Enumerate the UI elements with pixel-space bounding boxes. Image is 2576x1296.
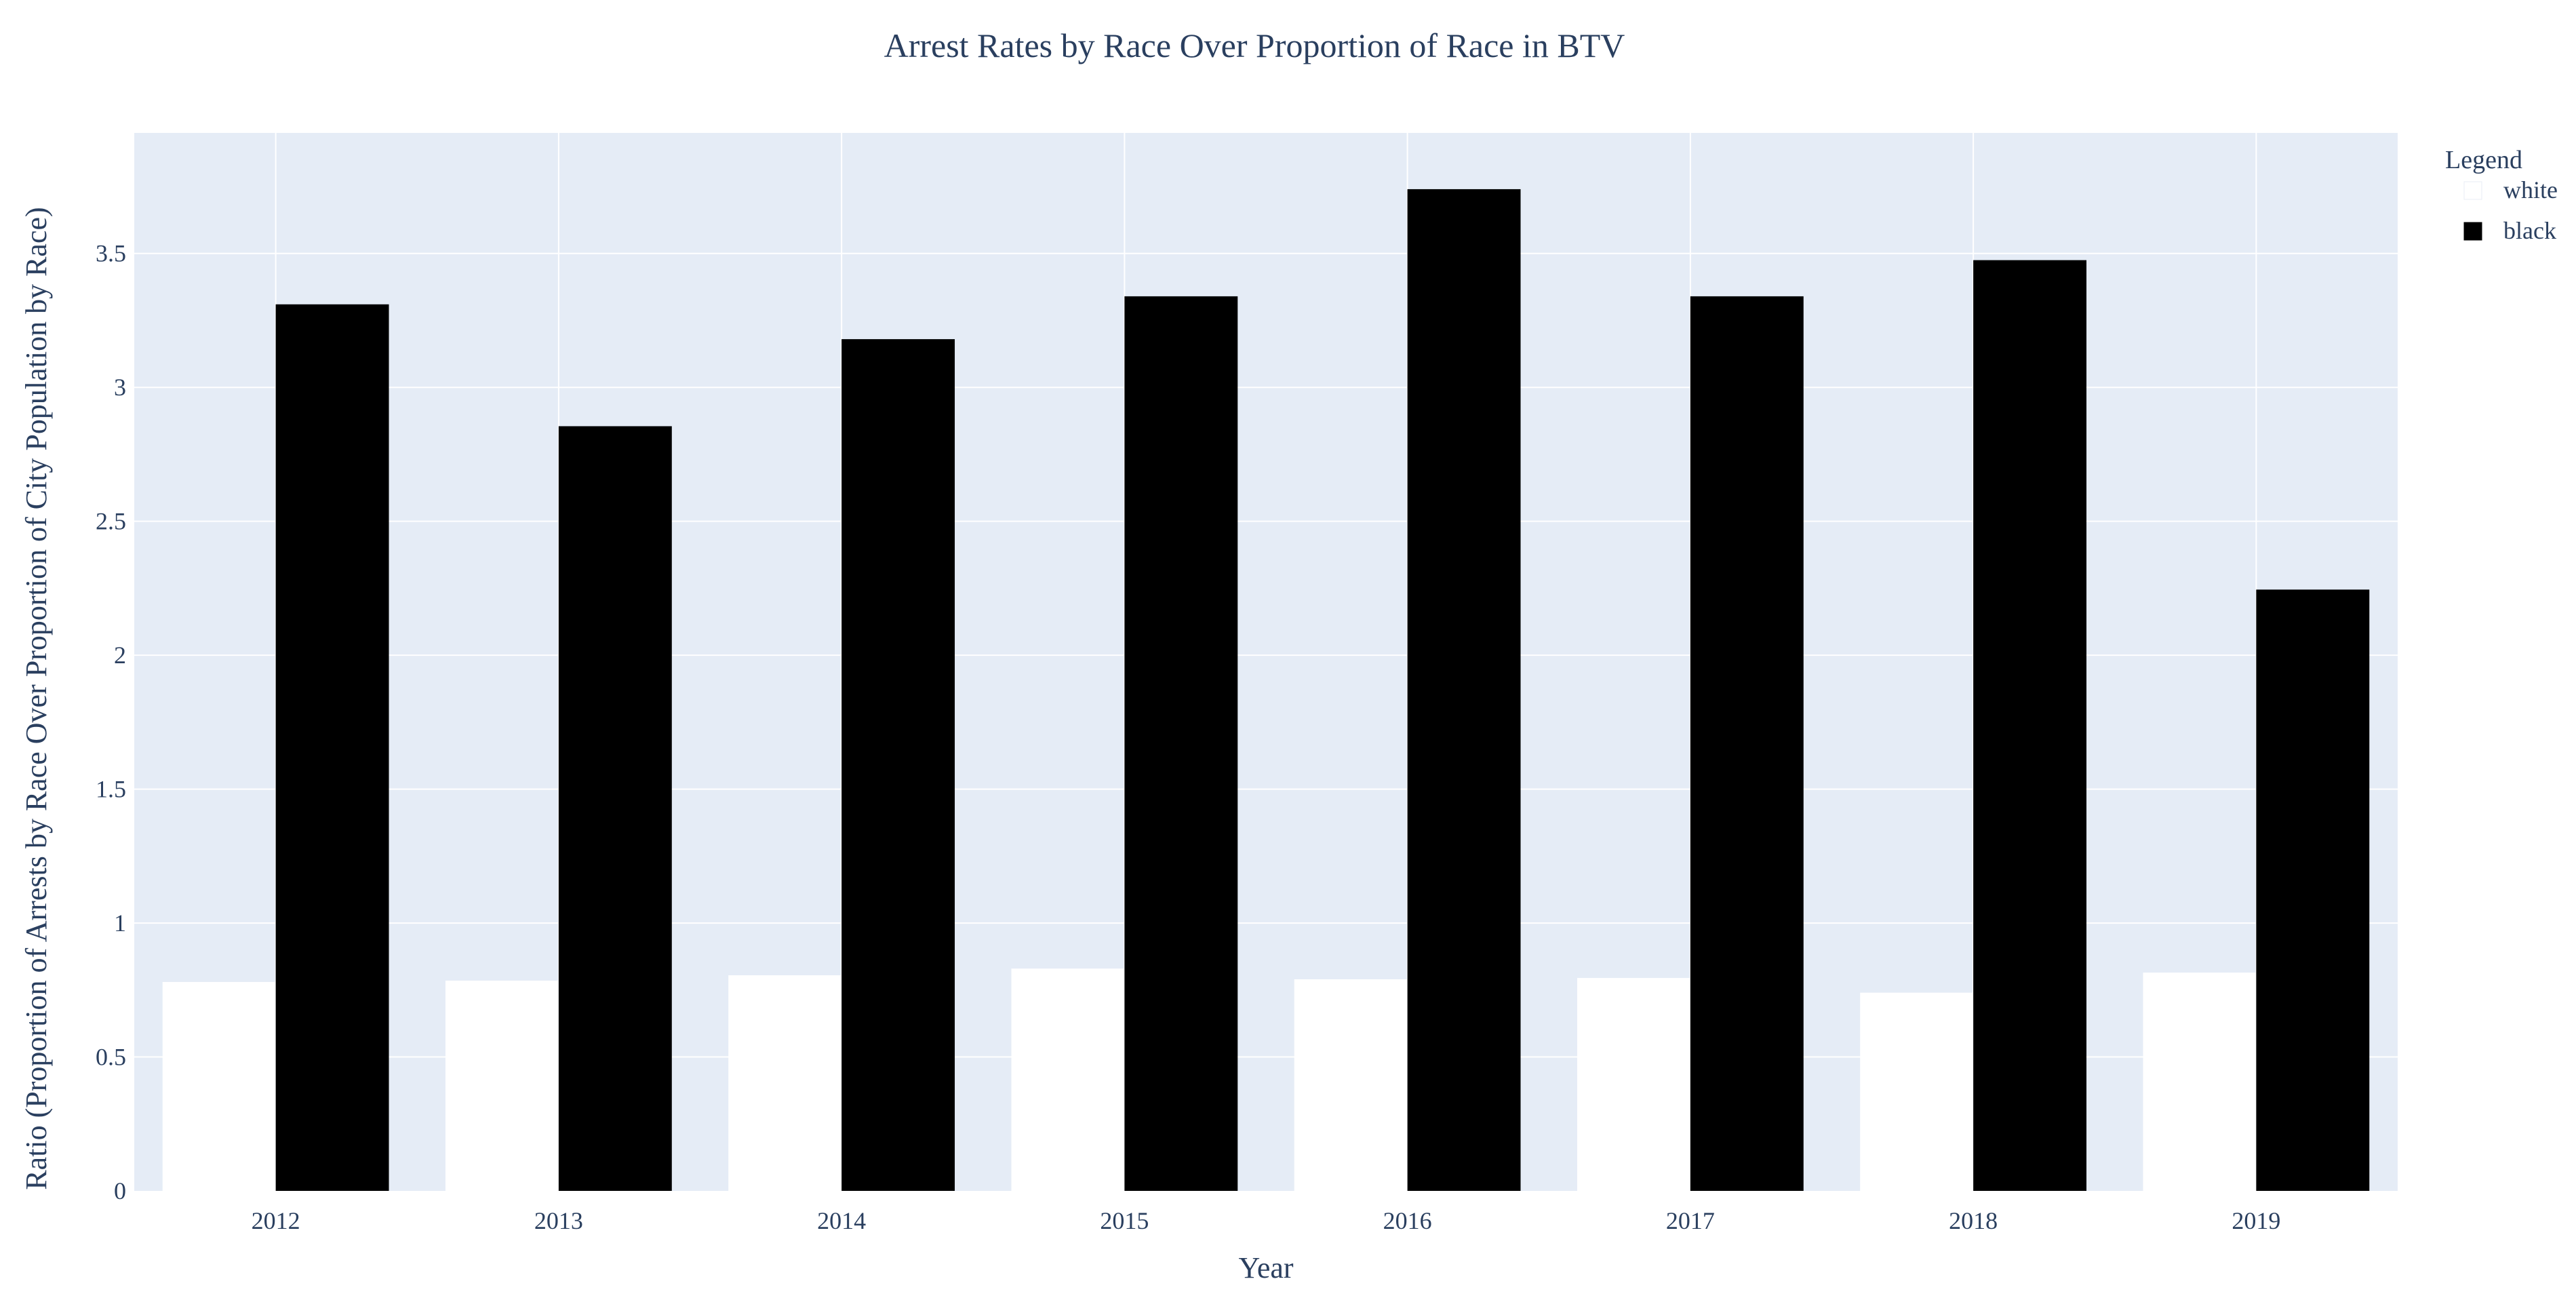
bar-white-2018 (1860, 992, 1974, 1191)
y-tick-label: 1.5 (96, 776, 126, 803)
plot-area: 0 0.5 1 1.5 2 2.5 3 3.5 2012 2013 2014 2015 2016 2017… (96, 133, 2398, 1234)
bar-white-2019 (2143, 973, 2257, 1191)
bar-black-2014 (841, 339, 955, 1191)
bar-black-2013 (558, 426, 672, 1191)
bar-black-2017 (1690, 296, 1804, 1192)
y-tick-label: 2 (114, 642, 126, 669)
bar-black-2012 (275, 304, 389, 1191)
legend-swatch-white (2463, 181, 2482, 200)
x-tick-label: 2013 (534, 1207, 583, 1234)
x-tick-label: 2018 (1949, 1207, 1998, 1234)
bar-white-2015 (1011, 968, 1125, 1191)
x-tick-label: 2019 (2232, 1207, 2280, 1234)
legend-label-black: black (2503, 217, 2556, 244)
bar-white-2013 (445, 980, 559, 1191)
legend: Legend white black (2445, 146, 2558, 244)
x-tick-label: 2015 (1100, 1207, 1149, 1234)
x-tick-label: 2012 (252, 1207, 300, 1234)
bar-white-2014 (728, 975, 842, 1191)
x-tick-label: 2017 (1666, 1207, 1715, 1234)
y-tick-label: 0 (114, 1177, 126, 1204)
y-tick-label: 1 (114, 909, 126, 937)
bar-white-2016 (1294, 979, 1408, 1191)
legend-swatch-black (2463, 222, 2482, 241)
legend-items: white black (2463, 176, 2558, 244)
chart-title: Arrest Rates by Race Over Proportion of … (884, 26, 1625, 64)
bar-black-2019 (2256, 589, 2370, 1191)
x-axis-title: Year (1238, 1251, 1293, 1284)
bar-black-2016 (1407, 189, 1521, 1191)
x-tick-label: 2014 (817, 1207, 866, 1234)
bar-white-2012 (162, 981, 276, 1191)
y-axis-title: Ratio (Proportion of Arrests by Race Ove… (20, 207, 53, 1190)
bar-black-2018 (1973, 260, 2087, 1191)
y-tick-label: 3.5 (96, 240, 126, 267)
y-tick-label: 3 (114, 374, 126, 401)
y-tick-label: 2.5 (96, 508, 126, 535)
bar-white-2017 (1577, 978, 1690, 1191)
legend-title: Legend (2445, 146, 2522, 174)
x-tick-label: 2016 (1383, 1207, 1432, 1234)
bar-black-2015 (1124, 296, 1238, 1192)
legend-label-white: white (2503, 176, 2558, 203)
y-tick-label: 0.5 (96, 1044, 126, 1071)
